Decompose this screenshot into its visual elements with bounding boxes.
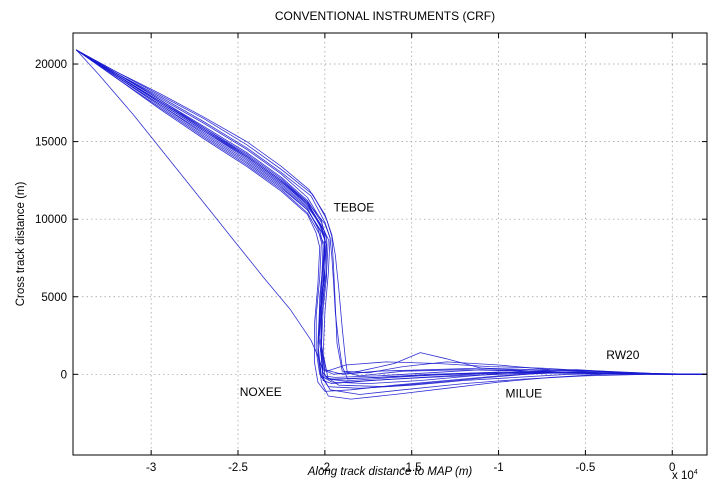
track-line-14 [76, 49, 708, 381]
x-multiplier-exponent: 4 [694, 469, 698, 476]
axis-ticks: -3 -2.5 -2 -1.5 -1 -0.5 0 0 5000 10000 15000 20000 [35, 33, 707, 474]
track-line-11 [76, 49, 708, 384]
track-line-12 [76, 49, 708, 380]
track-line-2 [76, 49, 708, 384]
track-line-4 [76, 49, 708, 389]
track-line-16 [76, 49, 708, 400]
annotation-teboe: TEBOE [334, 200, 375, 214]
y-tick-label: 10000 [35, 214, 67, 226]
track-line-9 [76, 49, 708, 375]
x-axis-label: Along track distance to MAP (m) [307, 466, 473, 478]
annotation-noxee: NOXEE [240, 385, 282, 399]
x-multiplier: x 104 [672, 469, 698, 482]
track-line-17 [76, 49, 708, 375]
x-tick-label: -2 [320, 462, 330, 474]
chart-title: CONVENTIONAL INSTRUMENTS (CRF) [275, 9, 495, 23]
track-line-5 [76, 49, 708, 375]
y-axis-label: Cross track distance (m) [15, 182, 27, 307]
y-tick-label: 0 [61, 369, 67, 381]
x-tick-label: -2.5 [228, 462, 248, 474]
plot-frame [72, 32, 708, 456]
y-tick-label: 5000 [41, 292, 67, 304]
grid [73, 33, 707, 455]
annotation-milue: MILUE [506, 387, 543, 401]
x-tick-label: 0 [669, 462, 675, 474]
x-tick-label: -1.5 [402, 462, 422, 474]
track-line-6 [76, 49, 708, 395]
track-lines [76, 49, 708, 400]
x-tick-label: -0.5 [575, 462, 595, 474]
track-line-10 [76, 49, 708, 388]
y-tick-label: 20000 [35, 59, 67, 71]
y-tick-label: 15000 [35, 137, 67, 149]
track-line-15 [76, 49, 708, 375]
x-tick-label: -1 [493, 462, 503, 474]
annotations: TEBOE NOXEE MILUE RW20 [240, 200, 640, 400]
track-line-13 [76, 49, 708, 377]
x-tick-label: -3 [146, 462, 156, 474]
annotation-rw20: RW20 [606, 348, 639, 362]
